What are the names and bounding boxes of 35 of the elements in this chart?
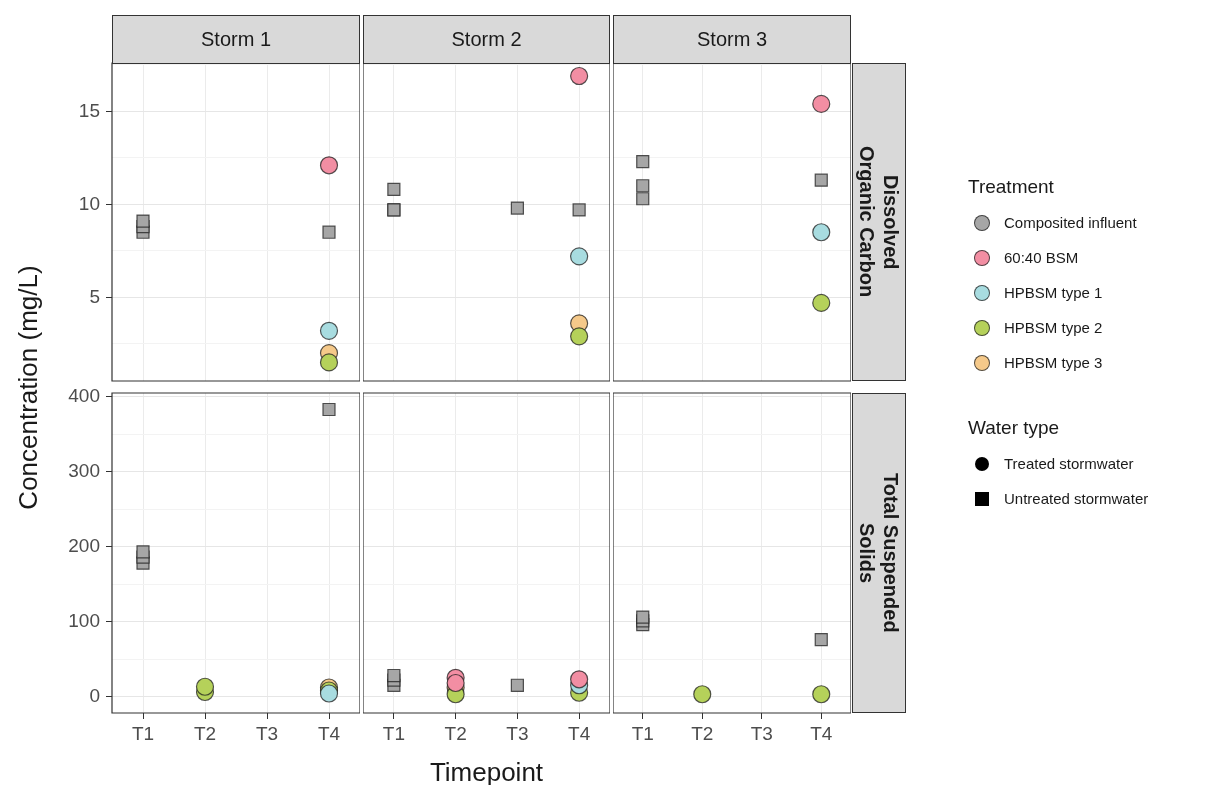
legend-label: 60:40 BSM xyxy=(1004,249,1079,266)
legend-label: HPBSM type 2 xyxy=(1004,319,1103,336)
x-tick-label: T1 xyxy=(131,722,155,744)
legend-title: Treatment xyxy=(968,176,1054,198)
legend-label: HPBSM type 3 xyxy=(1004,354,1103,371)
y-tick-label: 400 xyxy=(68,384,100,406)
x-tick-label: T3 xyxy=(506,722,529,744)
x-tick-label: T2 xyxy=(193,722,217,744)
y-tick-label: 0 xyxy=(89,684,100,706)
x-tick-label: T3 xyxy=(750,722,773,744)
x-tick-label: T2 xyxy=(444,722,467,744)
x-tick-label: T4 xyxy=(317,722,341,744)
y2-axis-title: Total Suspended Solids xyxy=(855,472,903,635)
legend-label: HPBSM type 1 xyxy=(1004,284,1103,301)
legend-label: Composited influent xyxy=(1004,214,1137,231)
chart-title: Storm 2 xyxy=(363,15,610,64)
y-tick-label: 200 xyxy=(68,534,100,556)
y-tick-label: 5 xyxy=(89,285,100,307)
y-axis-title: Concentration (mg/L) xyxy=(12,264,44,512)
y-tick-label: 300 xyxy=(68,459,100,481)
y-tick-label: 15 xyxy=(78,99,100,121)
x-tick-label: T1 xyxy=(631,722,654,744)
text: Treated stormwater xyxy=(1004,455,1134,472)
chart-title: Storm 3 xyxy=(613,15,851,64)
x-tick-label: T4 xyxy=(568,722,591,744)
text: Water type xyxy=(968,417,1060,439)
chart-title: Storm 1 xyxy=(112,15,360,64)
x-tick-label: T3 xyxy=(255,722,279,744)
x-tick-label: T1 xyxy=(382,722,405,744)
y2-axis-title: Dissolved Organic Carbon xyxy=(855,145,903,300)
x-tick-label: T2 xyxy=(691,722,714,744)
y-tick-label: 10 xyxy=(78,192,100,214)
text: Untreated stormwater xyxy=(1004,490,1149,507)
x-tick-label: T4 xyxy=(810,722,833,744)
y-tick-label: 100 xyxy=(68,609,100,631)
